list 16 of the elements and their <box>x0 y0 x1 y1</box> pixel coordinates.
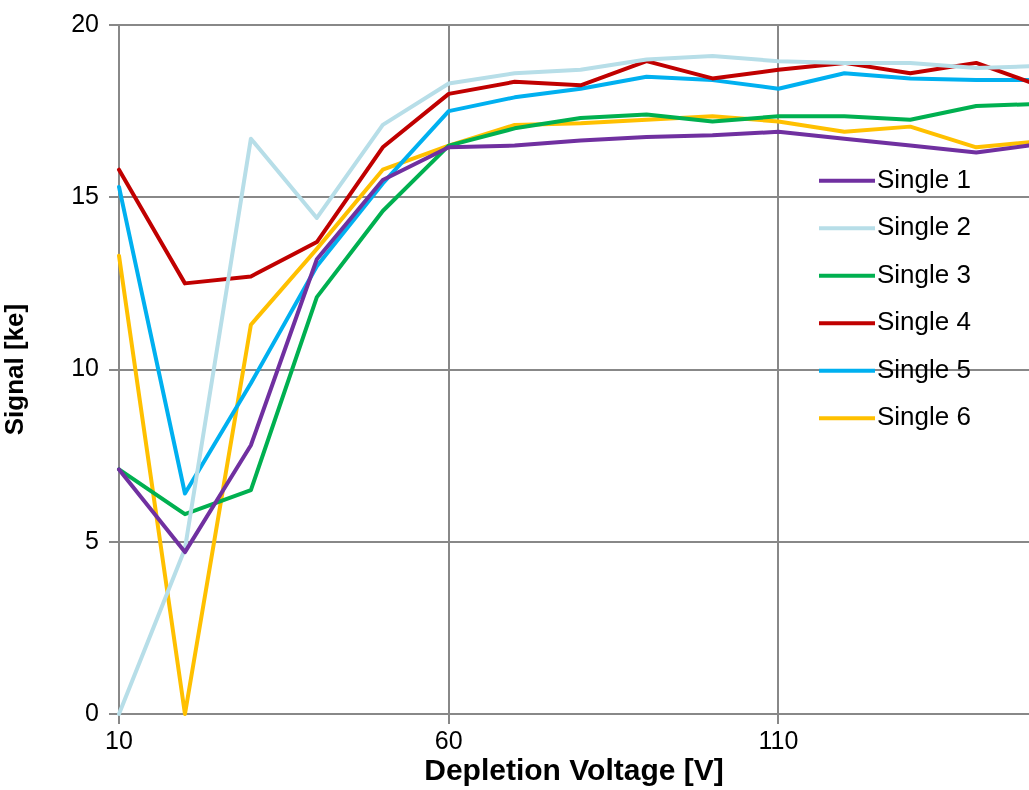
legend-label: Single 6 <box>877 401 971 432</box>
legend-label: Single 4 <box>877 306 971 337</box>
x-tick-label: 60 <box>434 725 463 754</box>
y-tick-label: 20 <box>71 8 100 37</box>
y-axis-title: Signal [ke] <box>0 303 29 436</box>
legend-label: Single 2 <box>877 211 971 242</box>
x-tick-label: 10 <box>105 725 133 754</box>
y-tick-label: 0 <box>85 697 100 726</box>
legend-label: Single 5 <box>877 353 971 384</box>
y-tick-label: 10 <box>71 353 100 382</box>
x-axis-title: Depletion Voltage [V] <box>424 753 724 787</box>
x-tick-label: 110 <box>758 725 799 754</box>
y-tick-label: 15 <box>71 181 100 210</box>
y-tick-label: 5 <box>85 525 100 554</box>
legend-label: Single 1 <box>877 163 971 194</box>
legend-label: Single 3 <box>877 258 971 289</box>
